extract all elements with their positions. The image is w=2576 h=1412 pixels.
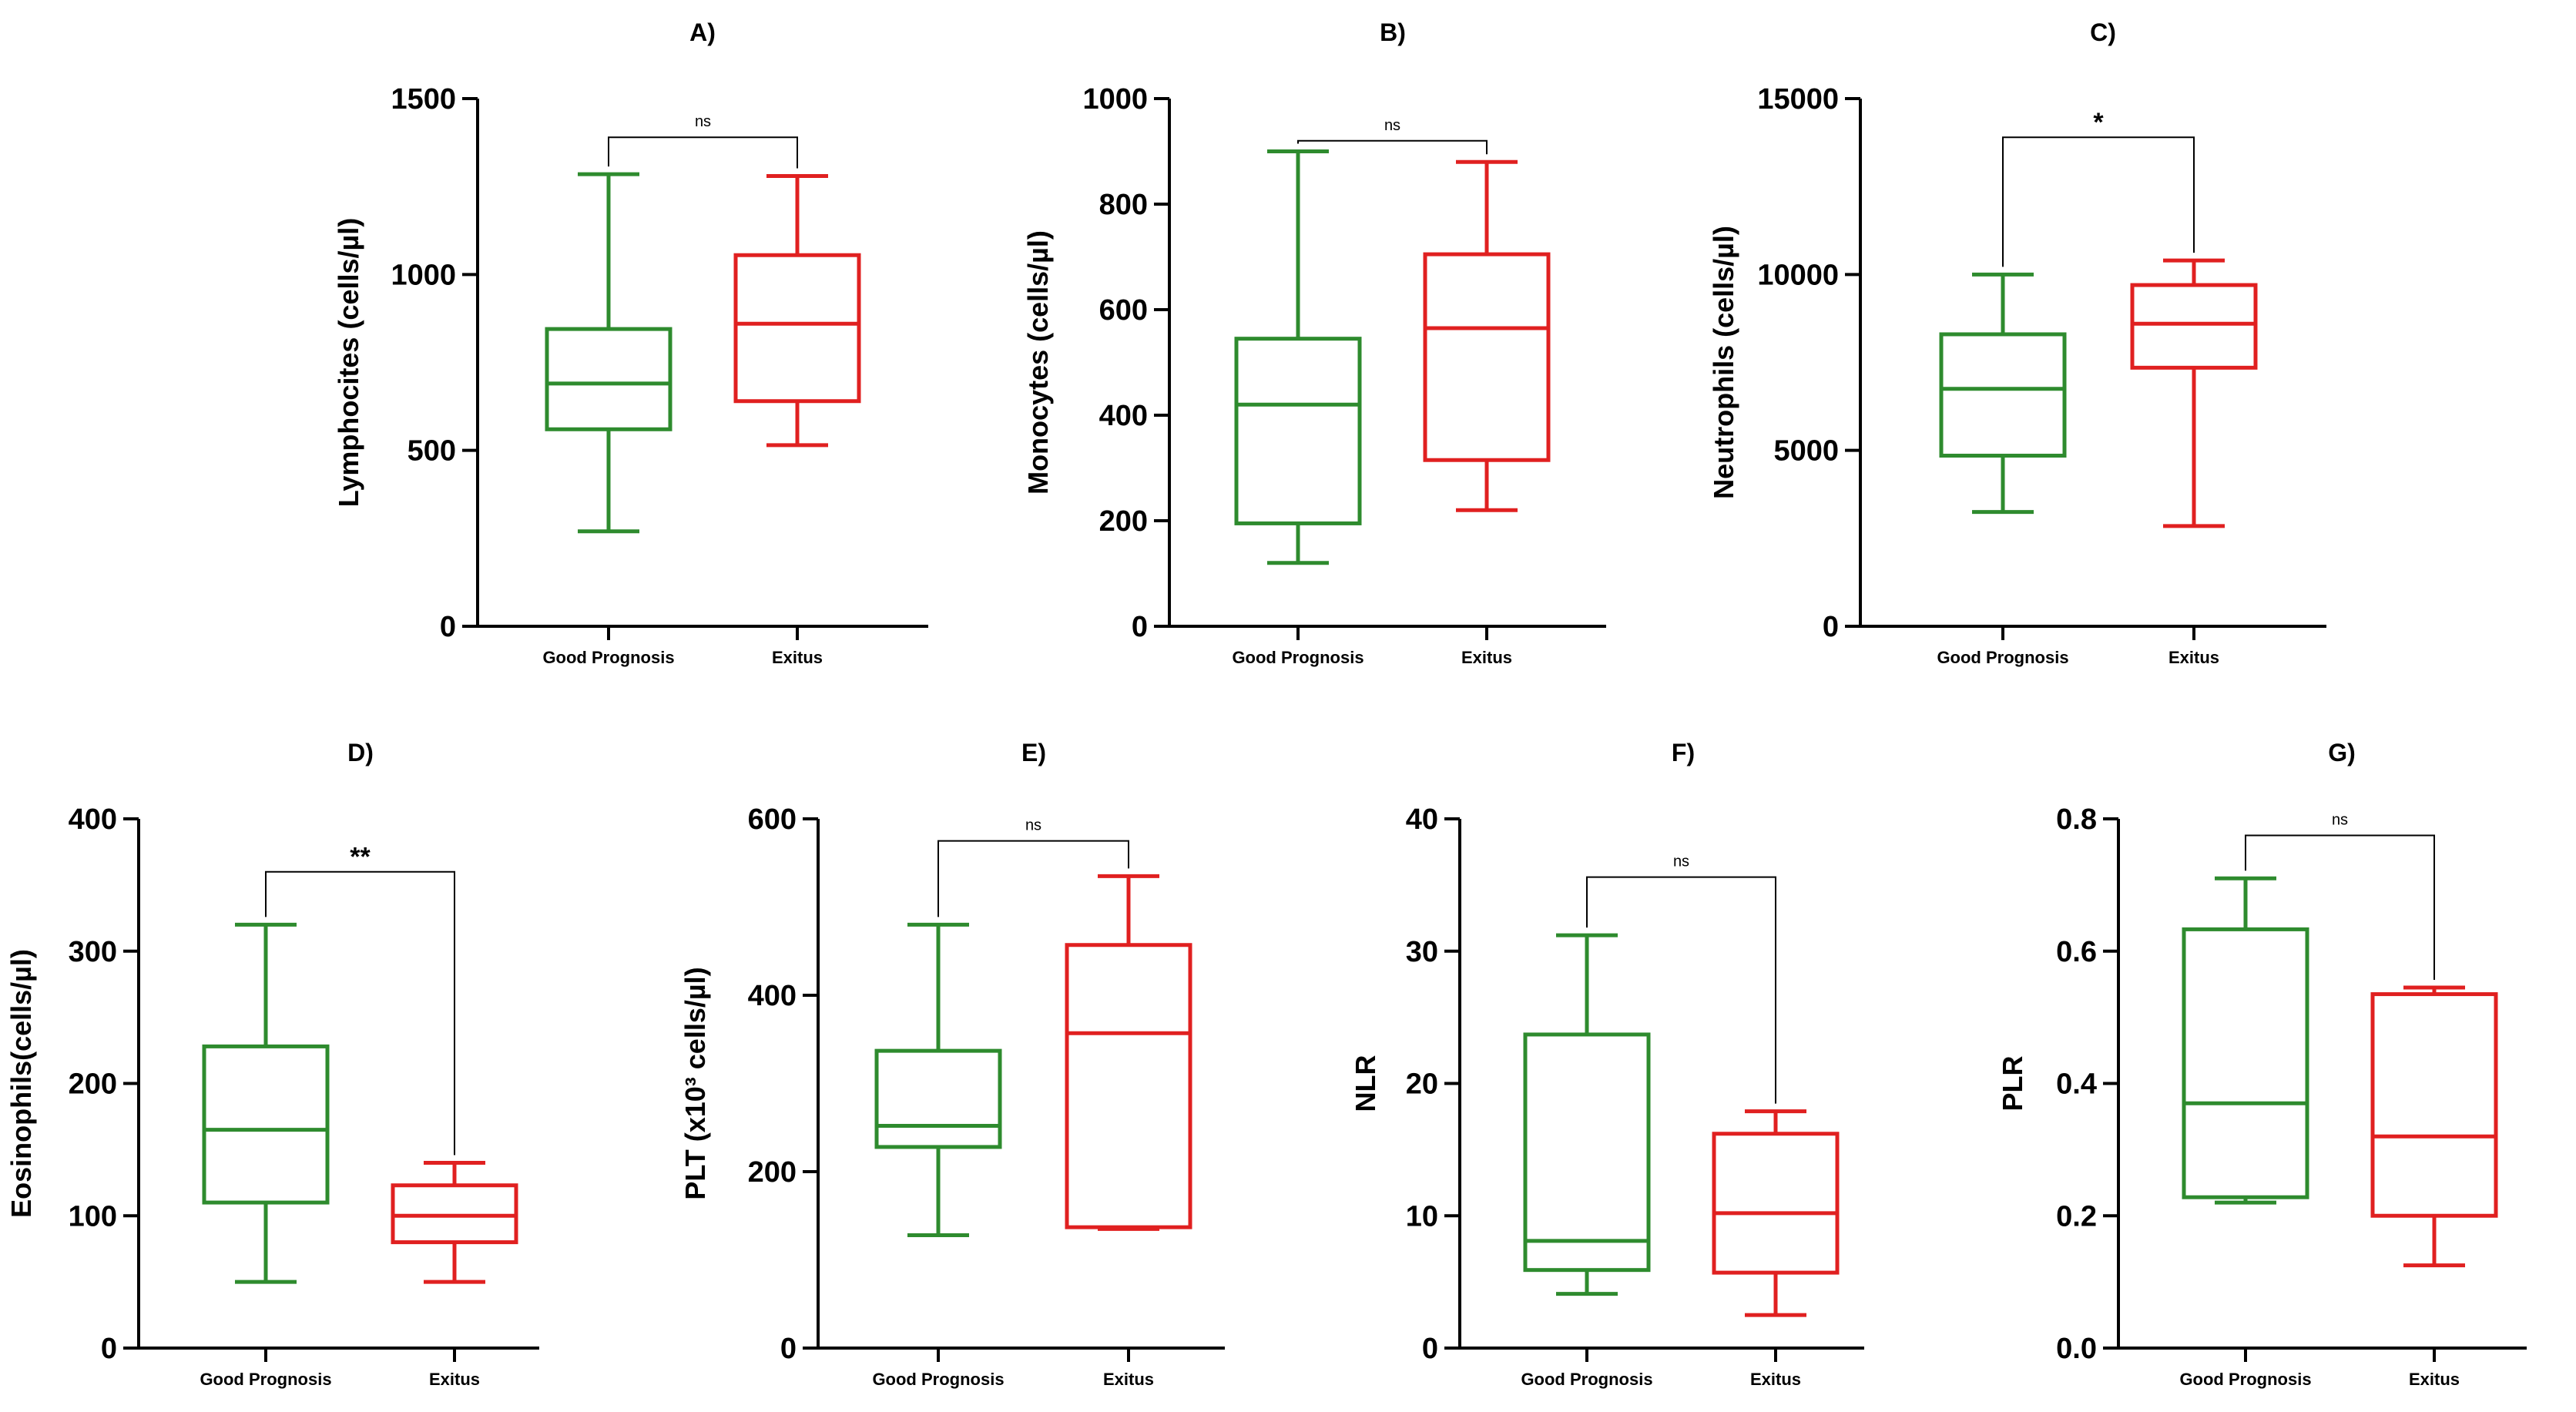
y-axis-label-e: PLT (x10³ cells/µl) — [679, 967, 711, 1199]
y-tick-label-d: 400 — [69, 803, 117, 836]
y-axis-label-a: Lymphocites (cells/µl) — [333, 218, 364, 508]
significance-label-g: ns — [2332, 811, 2348, 828]
panel-title-e: E) — [1021, 739, 1046, 766]
x-tick-label-c: Exitus — [2168, 648, 2219, 667]
significance-label-a: ns — [695, 113, 711, 130]
significance-bracket-e — [937, 840, 1129, 917]
y-tick-label-e: 0 — [780, 1333, 797, 1365]
x-tick-label-b: Good Prognosis — [1232, 648, 1363, 667]
y-tick-label-f: 40 — [1406, 803, 1438, 836]
panel-title-a: A) — [689, 18, 716, 46]
x-tick-label-a: Good Prognosis — [542, 648, 674, 667]
y-tick-label-g: 0.2 — [2056, 1200, 2097, 1233]
y-tick-label-a: 0 — [440, 611, 456, 643]
x-tick-label-b: Exitus — [1461, 648, 1512, 667]
y-tick-label-c: 0 — [1823, 611, 1839, 643]
y-tick-label-b: 200 — [1099, 505, 1148, 538]
y-axis-label-d: Eosinophils(cells/µl) — [5, 949, 37, 1218]
significance-label-f: ns — [1673, 854, 1689, 870]
significance-label-d: ** — [350, 843, 371, 872]
significance-label-e: ns — [1025, 817, 1041, 834]
y-tick-label-d: 100 — [69, 1200, 117, 1233]
significance-bracket-b — [1297, 139, 1488, 155]
y-tick-label-f: 10 — [1406, 1200, 1438, 1233]
y-tick-label-e: 600 — [748, 803, 797, 836]
panel-title-g: G) — [2328, 739, 2356, 766]
y-tick-label-a: 1500 — [391, 83, 456, 116]
box-exitus-b — [1423, 252, 1551, 462]
box-good-prognosis-a — [545, 327, 673, 431]
box-good-prognosis-f — [1523, 1032, 1651, 1273]
y-tick-label-f: 20 — [1406, 1068, 1438, 1101]
y-tick-label-c: 10000 — [1757, 259, 1839, 291]
y-tick-label-d: 0 — [101, 1333, 117, 1365]
y-tick-label-f: 0 — [1422, 1333, 1438, 1365]
x-tick-label-g: Exitus — [2409, 1370, 2460, 1389]
significance-bracket-d — [265, 870, 455, 1155]
box-exitus-g — [2370, 992, 2498, 1218]
box-exitus-c — [2130, 283, 2258, 370]
y-tick-label-g: 0.6 — [2056, 936, 2097, 968]
y-tick-label-b: 1000 — [1082, 83, 1148, 116]
x-tick-label-d: Good Prognosis — [200, 1370, 331, 1389]
y-tick-label-b: 400 — [1099, 400, 1148, 432]
y-tick-label-c: 5000 — [1773, 435, 1839, 468]
significance-label-b: ns — [1384, 117, 1400, 134]
box-good-prognosis-g — [2182, 927, 2309, 1199]
significance-bracket-f — [1586, 876, 1776, 1104]
y-tick-label-b: 600 — [1099, 294, 1148, 327]
y-tick-label-b: 800 — [1099, 189, 1148, 221]
box-exitus-e — [1065, 943, 1192, 1229]
panel-title-f: F) — [1672, 739, 1695, 766]
x-tick-label-c: Good Prognosis — [1937, 648, 2068, 667]
box-exitus-f — [1712, 1132, 1840, 1275]
x-tick-label-g: Good Prognosis — [2179, 1370, 2311, 1389]
x-tick-label-f: Exitus — [1750, 1370, 1801, 1389]
y-tick-label-b: 0 — [1132, 611, 1148, 643]
x-tick-label-f: Good Prognosis — [1521, 1370, 1652, 1389]
y-tick-label-c: 15000 — [1757, 83, 1839, 116]
y-tick-label-e: 400 — [748, 980, 797, 1012]
y-tick-label-d: 300 — [69, 936, 117, 968]
x-tick-label-e: Exitus — [1103, 1370, 1154, 1389]
y-axis-label-f: NLR — [1350, 1055, 1381, 1112]
x-tick-label-d: Exitus — [429, 1370, 480, 1389]
box-good-prognosis-b — [1234, 337, 1362, 525]
panel-title-d: D) — [347, 739, 374, 766]
y-axis-label-b: Monocytes (cells/µl) — [1022, 230, 1054, 495]
y-tick-label-d: 200 — [69, 1068, 117, 1101]
significance-bracket-c — [2002, 136, 2195, 267]
box-good-prognosis-d — [202, 1044, 330, 1205]
y-tick-label-f: 30 — [1406, 936, 1438, 968]
significance-label-c: * — [2093, 108, 2104, 137]
y-tick-label-a: 1000 — [391, 259, 456, 291]
box-exitus-d — [391, 1183, 518, 1245]
box-good-prognosis-e — [874, 1048, 1002, 1149]
panel-title-c: C) — [2090, 18, 2116, 46]
y-tick-label-a: 500 — [408, 435, 456, 468]
box-exitus-a — [733, 253, 861, 404]
y-tick-label-g: 0.8 — [2056, 803, 2097, 836]
significance-bracket-a — [608, 136, 798, 169]
box-good-prognosis-c — [1939, 332, 2067, 458]
y-tick-label-e: 200 — [748, 1156, 797, 1189]
y-tick-label-g: 0.0 — [2056, 1333, 2097, 1365]
x-tick-label-a: Exitus — [772, 648, 823, 667]
panel-title-b: B) — [1380, 18, 1406, 46]
y-tick-label-g: 0.4 — [2056, 1068, 2097, 1101]
x-tick-label-e: Good Prognosis — [872, 1370, 1004, 1389]
y-axis-label-g: PLR — [1997, 1055, 2028, 1111]
y-axis-label-c: Neutrophils (cells/µl) — [1708, 226, 1739, 499]
significance-bracket-g — [2245, 834, 2435, 980]
